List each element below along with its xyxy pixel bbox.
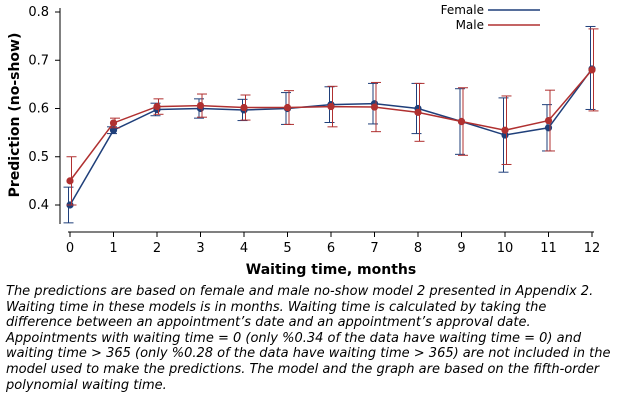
series-layer bbox=[63, 25, 599, 224]
x-axis-title: Waiting time, months bbox=[246, 262, 416, 278]
y-tick-label: 0.6 bbox=[28, 102, 49, 117]
series-female bbox=[63, 25, 596, 224]
y-axis-ticks: 0.4 0.5 0.6 0.7 0.8 bbox=[28, 5, 60, 213]
line-chart: 0.40.50.60.70.8 0 1 2 3 4 5 6 7 8 9 10 11 12 Predict… bbox=[7, 3, 600, 278]
y-tick-label: 0.4 bbox=[28, 198, 49, 213]
x-tick-label: 9 bbox=[457, 241, 465, 256]
x-tick-label: 8 bbox=[414, 241, 422, 256]
male-data-point bbox=[370, 103, 379, 111]
x-tick-label: 5 bbox=[283, 241, 291, 256]
male-data-point bbox=[66, 177, 74, 185]
male-data-point bbox=[109, 119, 118, 127]
y-tick-label: 0.5 bbox=[28, 150, 49, 165]
x-tick-label: 11 bbox=[540, 241, 557, 256]
legend-label-female: Female bbox=[441, 3, 484, 17]
x-tick-label: 2 bbox=[153, 241, 161, 256]
x-tick-label: 4 bbox=[240, 241, 248, 256]
female-data-point bbox=[544, 124, 553, 132]
x-tick-label: 10 bbox=[497, 241, 514, 256]
female-series-line bbox=[69, 68, 593, 206]
male-data-point bbox=[327, 102, 335, 111]
male-data-point bbox=[153, 102, 161, 111]
legend-label-male: Male bbox=[456, 18, 484, 32]
x-tick-label: 1 bbox=[109, 241, 117, 256]
series-male bbox=[66, 28, 599, 206]
x-tick-label: 12 bbox=[584, 241, 601, 256]
male-data-point bbox=[588, 66, 596, 74]
y-tick-label: 0.8 bbox=[28, 5, 49, 20]
male-data-point bbox=[240, 103, 248, 112]
x-axis-ticks: 0 1 2 3 4 5 6 7 8 9 10 11 12 bbox=[66, 232, 600, 256]
x-tick-label: 0 bbox=[66, 241, 74, 256]
legend: Female Male bbox=[441, 3, 540, 32]
male-data-point bbox=[283, 103, 292, 112]
male-data-point bbox=[501, 126, 509, 134]
x-tick-label: 7 bbox=[370, 241, 378, 256]
male-data-point bbox=[414, 108, 422, 116]
figure-caption: The predictions are based on female and … bbox=[6, 284, 611, 393]
male-data-point bbox=[196, 102, 205, 110]
male-data-point bbox=[544, 116, 553, 125]
y-axis-title: Prediction (no-show) bbox=[7, 33, 23, 198]
male-data-point bbox=[457, 117, 466, 126]
y-tick-label: 0.7 bbox=[28, 53, 49, 68]
female-data-point bbox=[109, 126, 118, 134]
x-tick-label: 3 bbox=[196, 241, 204, 256]
x-tick-label: 6 bbox=[327, 241, 335, 256]
